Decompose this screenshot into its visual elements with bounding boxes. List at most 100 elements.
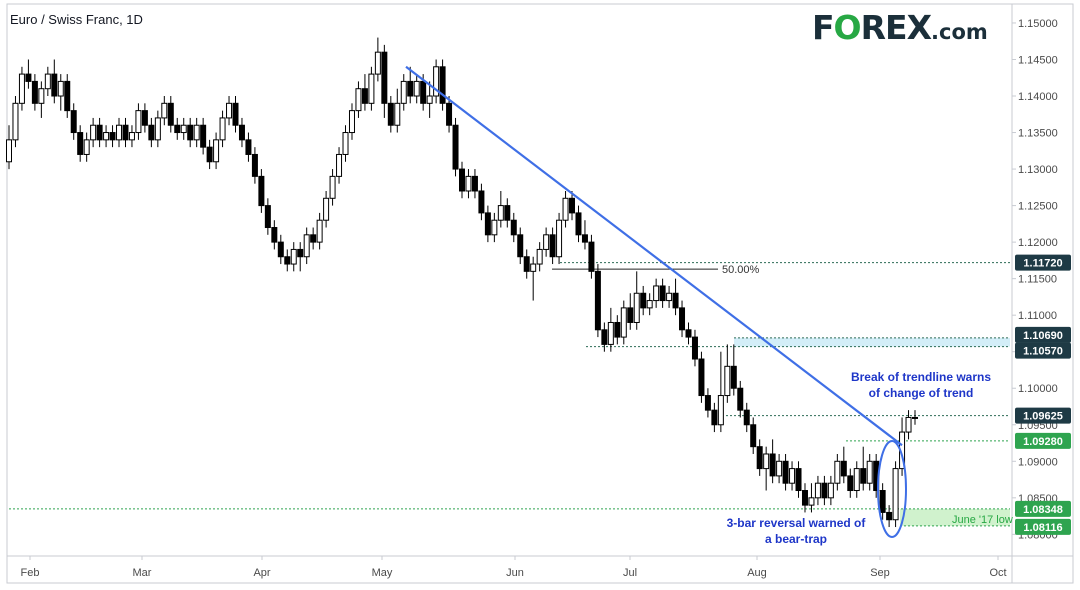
candle-body bbox=[154, 117, 161, 141]
candle-body bbox=[614, 321, 621, 338]
candle-body bbox=[536, 248, 543, 265]
candle-body bbox=[407, 80, 414, 97]
candle bbox=[336, 147, 343, 184]
candle bbox=[620, 300, 627, 345]
candle bbox=[426, 81, 433, 118]
candle bbox=[737, 380, 744, 418]
candle-body bbox=[743, 409, 750, 426]
candle-body bbox=[575, 212, 582, 236]
annotation-bear-trap: 3-bar reversal warned of bbox=[727, 516, 867, 530]
downtrend-line bbox=[405, 65, 903, 447]
candle bbox=[83, 132, 90, 162]
candle-body bbox=[446, 102, 453, 126]
candle bbox=[219, 110, 226, 148]
x-tick-label: Mar bbox=[133, 567, 152, 579]
candle bbox=[866, 453, 873, 491]
candle bbox=[510, 212, 517, 243]
candle bbox=[801, 483, 808, 513]
candle-body bbox=[83, 139, 90, 155]
candle-body bbox=[724, 365, 731, 397]
candle bbox=[465, 169, 472, 199]
price-label: 1.09625 bbox=[1015, 407, 1071, 424]
candle-body bbox=[588, 241, 595, 272]
candle-body bbox=[543, 234, 550, 250]
candle-body bbox=[471, 175, 478, 192]
candle-body bbox=[6, 139, 12, 163]
candle-body bbox=[853, 468, 860, 492]
candle bbox=[763, 446, 770, 491]
candle-body bbox=[497, 205, 504, 221]
chart-frame bbox=[6, 3, 1074, 584]
candle-body bbox=[433, 66, 440, 97]
price-label: 1.11720 bbox=[1015, 254, 1071, 271]
fib-50-label: 50.00% bbox=[722, 264, 760, 276]
candle bbox=[452, 117, 459, 177]
candle-body bbox=[329, 175, 336, 199]
candle-body bbox=[821, 482, 828, 499]
candle bbox=[187, 117, 194, 148]
x-tick-label: Apr bbox=[253, 567, 270, 579]
chart-title: Euro / Swiss Franc, 1D bbox=[10, 12, 143, 27]
candle bbox=[879, 483, 886, 520]
candle bbox=[70, 103, 77, 140]
candle bbox=[569, 190, 576, 221]
y-tick-label: 1.13000 bbox=[1018, 164, 1058, 176]
candle bbox=[724, 344, 731, 403]
candle-body bbox=[44, 73, 51, 90]
candle-body bbox=[400, 80, 407, 104]
candle-body bbox=[685, 329, 692, 338]
candle bbox=[478, 183, 485, 221]
candle bbox=[607, 307, 614, 352]
candle bbox=[653, 278, 660, 308]
candle-body bbox=[601, 329, 608, 345]
annotation-bear-trap: a bear-trap bbox=[765, 532, 827, 546]
candle-body bbox=[737, 387, 744, 411]
candle-body bbox=[348, 110, 355, 134]
candle bbox=[264, 198, 271, 235]
candle-body bbox=[342, 132, 349, 155]
price-label-text: 1.11720 bbox=[1023, 258, 1062, 270]
candle bbox=[750, 417, 757, 454]
logo-rest: REX bbox=[860, 8, 932, 47]
candle-body bbox=[368, 73, 375, 104]
candle bbox=[413, 74, 420, 104]
x-tick-label: Sep bbox=[870, 567, 890, 579]
candle bbox=[31, 74, 38, 111]
candle-body bbox=[258, 175, 265, 207]
candle-body bbox=[646, 300, 653, 309]
candle bbox=[536, 242, 543, 272]
candle-body bbox=[297, 248, 304, 258]
candle-body bbox=[834, 460, 841, 484]
candle bbox=[860, 446, 867, 491]
candle bbox=[588, 234, 595, 279]
candle-body bbox=[840, 460, 847, 477]
candle bbox=[44, 66, 51, 97]
candle bbox=[743, 402, 750, 433]
candle-body bbox=[109, 132, 116, 141]
price-label-bg bbox=[1015, 500, 1071, 517]
candle bbox=[407, 66, 414, 104]
candle-body bbox=[148, 124, 155, 141]
candle-body bbox=[776, 460, 783, 477]
candle bbox=[886, 505, 893, 528]
candle bbox=[323, 190, 330, 228]
candle bbox=[180, 117, 187, 140]
candle-body bbox=[717, 395, 724, 426]
candle bbox=[633, 271, 640, 330]
x-tick-label: May bbox=[372, 567, 393, 579]
candle bbox=[517, 227, 524, 265]
candle-body bbox=[387, 102, 394, 126]
candle bbox=[795, 461, 802, 498]
candle bbox=[847, 468, 854, 498]
candle-body bbox=[420, 80, 427, 104]
candle-body bbox=[769, 453, 776, 477]
x-tick-label: Jun bbox=[506, 567, 524, 579]
candle-body bbox=[271, 227, 278, 243]
candle bbox=[18, 66, 25, 111]
candle-body bbox=[879, 490, 886, 513]
candle-body bbox=[193, 124, 200, 141]
candle bbox=[640, 285, 647, 316]
candle-body bbox=[96, 124, 103, 141]
candle-body bbox=[801, 490, 808, 506]
